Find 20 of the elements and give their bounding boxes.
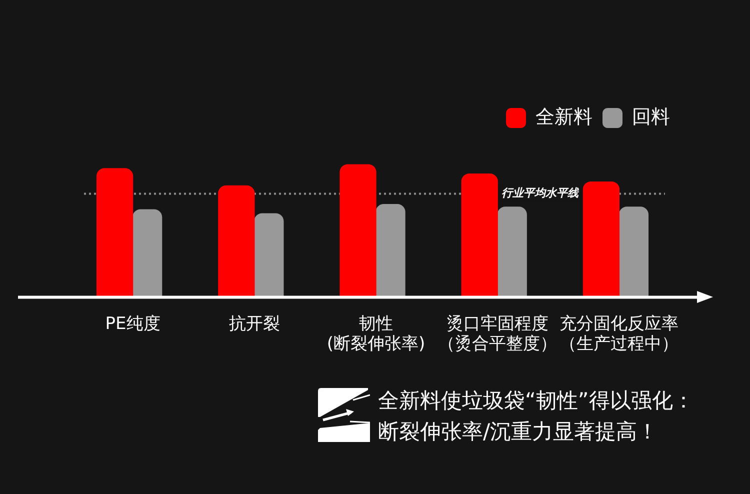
text: 断裂伸张率/沉重力显著提高！ (378, 419, 658, 444)
bar (340, 164, 376, 298)
x-tick-label: 充分固化反应率（生产过程中） (560, 314, 679, 354)
legend-label: 全新料 (536, 106, 592, 128)
bar (618, 206, 649, 298)
ref-line-label: 行业平均水平线 (502, 186, 580, 200)
bar (497, 206, 527, 298)
bar (254, 213, 284, 298)
x-tick-label: 烫口牢固程度（烫合平整度） (438, 314, 558, 354)
bar (582, 181, 620, 298)
legend-label: 回料 (632, 106, 670, 128)
bar (461, 173, 498, 298)
x-tick-label: PE纯度 (105, 314, 160, 334)
text: 全新料使垃圾袋“韧性”得以强化： (378, 388, 694, 412)
bar (376, 204, 406, 298)
bar (96, 168, 134, 298)
bar (132, 209, 162, 298)
x-tick-label: 抗开裂 (228, 314, 280, 334)
bar (218, 185, 255, 298)
x-tick-label: 韧性(断裂伸张率) (326, 314, 426, 354)
